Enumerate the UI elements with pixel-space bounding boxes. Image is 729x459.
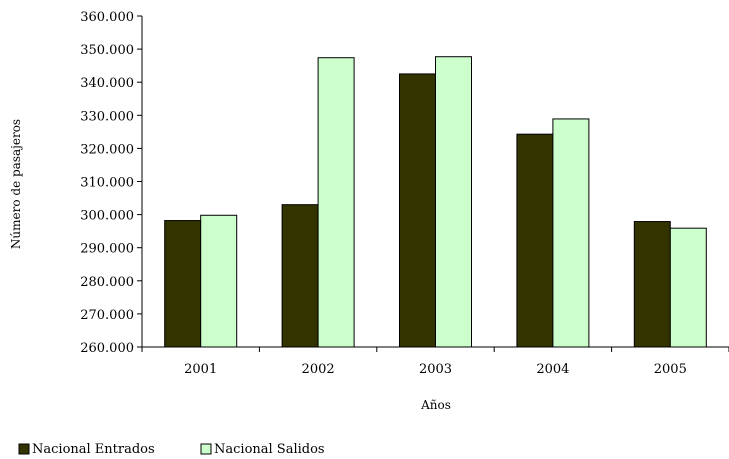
y-tick-label: 360.000 <box>80 10 134 25</box>
x-axis-title: Años <box>420 398 451 412</box>
y-tick-label: 270.000 <box>80 308 134 323</box>
y-tick-label: 280.000 <box>80 275 134 290</box>
x-tick-label: 2001 <box>184 362 217 377</box>
y-tick-label: 260.000 <box>80 341 134 356</box>
bar-entrados-2003 <box>399 73 436 348</box>
bar-entrados-2001 <box>164 220 202 348</box>
bar-salidos-2001 <box>200 214 238 348</box>
x-tick-label: 2004 <box>536 362 569 377</box>
x-axis-tick-labels: 2001 2002 2003 2004 2005 <box>184 362 687 377</box>
y-tick-label: 300.000 <box>80 209 134 224</box>
y-tick-label: 340.000 <box>80 76 134 91</box>
bar-salidos-2004 <box>552 118 590 348</box>
bar-salidos-2005 <box>669 227 707 348</box>
bar-entrados-2004 <box>516 133 554 348</box>
y-axis-title: Número de pasajeros <box>9 119 23 249</box>
legend-swatch-entrados <box>18 443 30 455</box>
legend-label-entrados: Nacional Entrados <box>32 442 155 457</box>
y-axis-tick-labels: 260.000 270.000 280.000 290.000 300.000 310.0… <box>80 10 134 356</box>
x-tick-label: 2003 <box>419 362 452 377</box>
bar-entrados-2002 <box>281 204 319 348</box>
bar-entrados-2005 <box>633 221 671 348</box>
legend: Nacional Entrados Nacional Salidos <box>18 442 325 457</box>
y-tick-label: 350.000 <box>80 43 134 58</box>
x-tick-label: 2002 <box>302 362 335 377</box>
y-tick-label: 310.000 <box>80 176 134 191</box>
bar-salidos-2002 <box>317 57 355 348</box>
y-tick-label: 320.000 <box>80 142 134 157</box>
plot-area <box>137 15 729 352</box>
bar-salidos-2003 <box>435 56 472 348</box>
y-tick-label: 330.000 <box>80 109 134 124</box>
x-tick-label: 2005 <box>654 362 687 377</box>
y-tick-label: 290.000 <box>80 242 134 257</box>
legend-label-salidos: Nacional Salidos <box>214 442 325 457</box>
legend-swatch-salidos <box>200 443 212 455</box>
